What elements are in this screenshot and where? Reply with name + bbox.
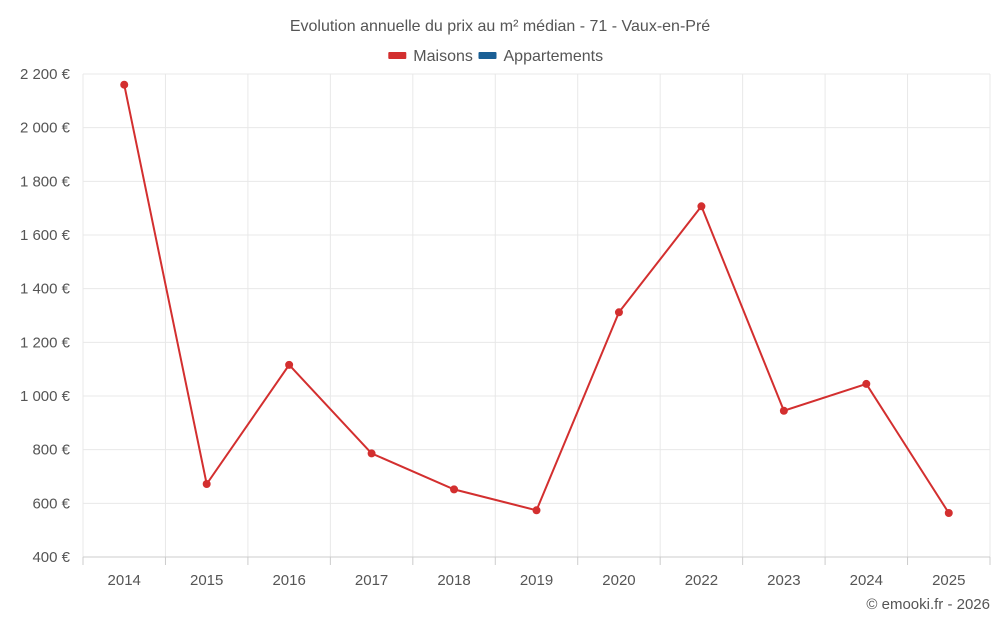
chart-credit: © emooki.fr - 2026 — [866, 596, 990, 613]
data-point[interactable] — [614, 308, 623, 317]
x-tick-label: 2023 — [767, 572, 800, 589]
legend-label: Appartements — [504, 48, 604, 65]
x-axis: 2014 2015 2016 2017 2018 2019 2020 2022 2023 2024… — [82, 556, 991, 589]
x-tick-label: 2014 — [108, 572, 141, 589]
x-tick-label: 2024 — [850, 572, 883, 589]
x-tick-label: 2016 — [272, 572, 305, 589]
data-point[interactable] — [944, 508, 953, 517]
x-tick-label: 2025 — [932, 572, 965, 589]
data-point[interactable] — [862, 379, 871, 388]
legend-item[interactable]: Appartements — [478, 48, 604, 65]
legend-label: Maisons — [413, 48, 473, 65]
data-point[interactable] — [697, 202, 706, 211]
y-tick-label: 1 400 € — [20, 281, 71, 298]
x-tick-label: 2019 — [520, 572, 553, 589]
legend: Maisons Appartements — [388, 48, 603, 65]
y-tick-label: 1 800 € — [20, 173, 71, 190]
chart-title: Evolution annuelle du prix au m² médian … — [290, 18, 710, 35]
data-point[interactable] — [532, 506, 541, 515]
y-tick-label: 400 € — [32, 549, 70, 566]
y-tick-label: 800 € — [32, 442, 70, 459]
x-tick-label: 2015 — [190, 572, 223, 589]
y-tick-label: 1 600 € — [20, 227, 71, 244]
legend-swatch — [478, 52, 497, 59]
y-tick-label: 1 000 € — [20, 388, 71, 405]
data-point[interactable] — [120, 80, 129, 89]
grid — [82, 73, 991, 557]
x-tick-label: 2022 — [685, 572, 718, 589]
data-point[interactable] — [202, 480, 211, 489]
y-axis: 400 € 600 € 800 € 1 000 € 1 200 € 1 400 € 1 60… — [20, 66, 71, 566]
legend-swatch — [388, 52, 407, 59]
x-tick-label: 2017 — [355, 572, 388, 589]
data-point[interactable] — [450, 485, 459, 494]
y-tick-label: 2 200 € — [20, 66, 71, 83]
series-layer — [120, 80, 953, 517]
data-point[interactable] — [285, 360, 294, 369]
legend-item[interactable]: Maisons — [388, 48, 473, 65]
x-tick-label: 2020 — [602, 572, 635, 589]
data-point[interactable] — [367, 449, 376, 458]
x-tick-label: 2018 — [437, 572, 470, 589]
y-tick-label: 600 € — [32, 495, 70, 512]
data-point[interactable] — [779, 406, 788, 415]
y-tick-label: 2 000 € — [20, 120, 71, 137]
y-tick-label: 1 200 € — [20, 334, 71, 351]
